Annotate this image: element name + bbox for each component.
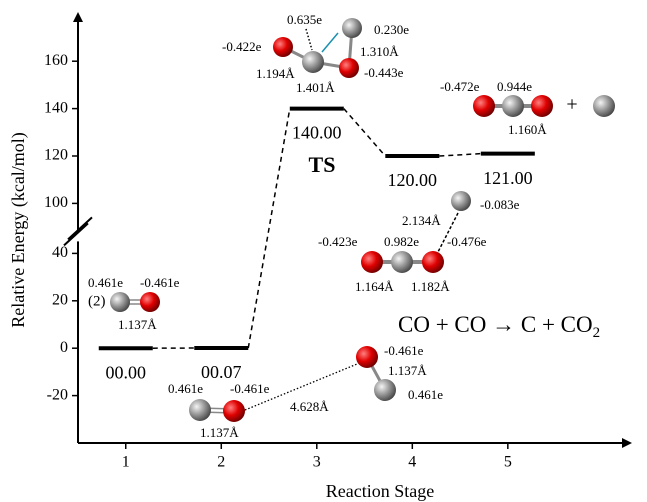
connector: [343, 108, 386, 157]
charge: -0.476e: [447, 234, 487, 249]
distance-line: [437, 212, 459, 253]
charge: 0.461e: [408, 387, 443, 402]
x-axis-label: Reaction Stage: [326, 481, 434, 501]
annotations: 0.461e -0.461e (2) 1.137Å 0.461e -0.461e…: [88, 12, 600, 440]
molecules: [110, 18, 615, 422]
y-axis-label: Relative Energy (kcal/mol): [8, 132, 29, 328]
distance: 4.628Å: [290, 399, 329, 414]
bond-length: 1.137Å: [118, 317, 157, 332]
atom-o: [273, 37, 293, 57]
charge: -0.422e: [222, 39, 262, 54]
bond-length: 1.310Å: [360, 44, 399, 59]
charge: 0.461e: [88, 275, 123, 290]
x-axis-arrow: [622, 438, 632, 448]
charge: -0.461e: [230, 381, 270, 396]
atom-c: [342, 18, 362, 38]
distance-line: [244, 361, 363, 411]
connector: [439, 152, 481, 157]
charge: -0.461e: [140, 275, 180, 290]
charge: -0.083e: [480, 197, 520, 212]
equation-text: CO + CO → C + CO: [398, 312, 593, 337]
pointer: [321, 32, 339, 53]
charge: -0.461e: [384, 343, 424, 358]
value-label: 121.00: [483, 168, 533, 188]
atom-o: [140, 292, 160, 312]
y-tick-label: 40: [52, 244, 68, 261]
bond-length: 1.401Å: [296, 80, 335, 95]
atom-o: [361, 251, 383, 273]
axis-break-gap: [75, 231, 81, 242]
charge: -0.443e: [364, 65, 404, 80]
y-tick-label: 0: [60, 339, 68, 356]
y-tick-label: 20: [52, 291, 68, 308]
charge: 0.230e: [374, 22, 409, 37]
ts-label: TS: [309, 152, 336, 177]
charge: 0.461e: [168, 381, 203, 396]
connector: [247, 108, 291, 349]
x-tick-label: 1: [122, 454, 130, 471]
value-label: 120.00: [388, 170, 438, 190]
axis-break: [67, 216, 93, 241]
atom-c: [593, 95, 615, 117]
atom-o: [356, 346, 378, 368]
y-tick-label: 160: [44, 52, 68, 69]
equation: CO + CO → C + CO2: [398, 312, 600, 341]
value-label: 00.00: [106, 362, 147, 382]
bond-length: 1.182Å: [411, 279, 450, 294]
charge: -0.423e: [318, 234, 358, 249]
pointer: [305, 28, 313, 51]
atom-c: [502, 95, 524, 117]
atom-o: [473, 95, 495, 117]
y-tick-label: 120: [44, 147, 68, 164]
atom-o: [339, 58, 359, 78]
axis-break: [63, 222, 89, 247]
plus: +: [566, 94, 577, 116]
y-tick-label: -20: [47, 386, 68, 403]
y-axis-arrow: [73, 12, 83, 22]
distance: 2.134Å: [402, 213, 441, 228]
bond-length: 1.137Å: [388, 363, 427, 378]
atom-c: [189, 399, 211, 421]
subscript: 2: [593, 325, 601, 341]
atom-o: [422, 251, 444, 273]
y-tick-label: 140: [44, 99, 68, 116]
charge: 0.944e: [497, 79, 532, 94]
y-tick-label: 100: [44, 194, 68, 211]
x-tick-label: 5: [504, 454, 512, 471]
value-label: 140.00: [292, 123, 342, 143]
bond-length: 1.194Å: [256, 66, 295, 81]
value-label: 00.07: [201, 362, 242, 382]
bond-length: 1.137Å: [200, 425, 239, 440]
x-tick-label: 2: [217, 454, 225, 471]
atom-c: [451, 191, 471, 211]
atom-o: [531, 95, 553, 117]
x-tick-label: 3: [313, 454, 321, 471]
x-tick-label: 4: [408, 454, 416, 471]
atom-c: [302, 51, 324, 73]
charge: 0.982e: [384, 234, 419, 249]
bond-length: 1.160Å: [508, 122, 547, 137]
atom-c: [110, 292, 130, 312]
charge: -0.472e: [440, 79, 480, 94]
count: (2): [88, 293, 106, 309]
charge: 0.635e: [287, 12, 322, 27]
atom-c: [391, 251, 413, 273]
atom-c: [374, 379, 396, 401]
atom-o: [223, 400, 245, 422]
bond-length: 1.164Å: [355, 279, 394, 294]
